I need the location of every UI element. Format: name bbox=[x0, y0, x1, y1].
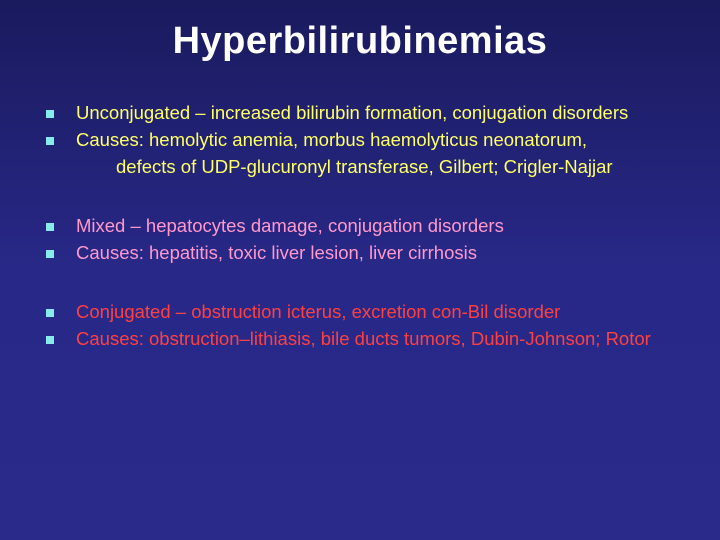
slide-title: Hyperbilirubinemias bbox=[40, 20, 680, 63]
list-item: Causes: hepatitis, toxic liver lesion, l… bbox=[40, 241, 680, 266]
continuation-text: defects of UDP-glucuronyl transferase, G… bbox=[116, 155, 680, 180]
bullet-icon bbox=[46, 336, 54, 344]
bullet-icon bbox=[46, 250, 54, 258]
list-item: Conjugated – obstruction icterus, excret… bbox=[40, 300, 680, 325]
bullet-text: Unconjugated – increased bilirubin forma… bbox=[76, 101, 628, 126]
slide: Hyperbilirubinemias Unconjugated – incre… bbox=[0, 0, 720, 540]
bullet-text: Conjugated – obstruction icterus, excret… bbox=[76, 300, 560, 325]
bullet-group: Conjugated – obstruction icterus, excret… bbox=[40, 300, 680, 352]
list-item: Causes: obstruction–lithiasis, bile duct… bbox=[40, 327, 680, 352]
bullet-text: Mixed – hepatocytes damage, conjugation … bbox=[76, 214, 504, 239]
bullet-text: Causes: hepatitis, toxic liver lesion, l… bbox=[76, 241, 477, 266]
bullet-text: Causes: obstruction–lithiasis, bile duct… bbox=[76, 327, 651, 352]
bullet-icon bbox=[46, 110, 54, 118]
list-item: Causes: hemolytic anemia, morbus haemoly… bbox=[40, 128, 680, 153]
bullet-icon bbox=[46, 137, 54, 145]
bullet-group: Unconjugated – increased bilirubin forma… bbox=[40, 101, 680, 180]
bullet-icon bbox=[46, 223, 54, 231]
bullet-icon bbox=[46, 309, 54, 317]
bullet-text: Causes: hemolytic anemia, morbus haemoly… bbox=[76, 128, 587, 153]
list-item: Mixed – hepatocytes damage, conjugation … bbox=[40, 214, 680, 239]
list-item: Unconjugated – increased bilirubin forma… bbox=[40, 101, 680, 126]
bullet-group: Mixed – hepatocytes damage, conjugation … bbox=[40, 214, 680, 266]
